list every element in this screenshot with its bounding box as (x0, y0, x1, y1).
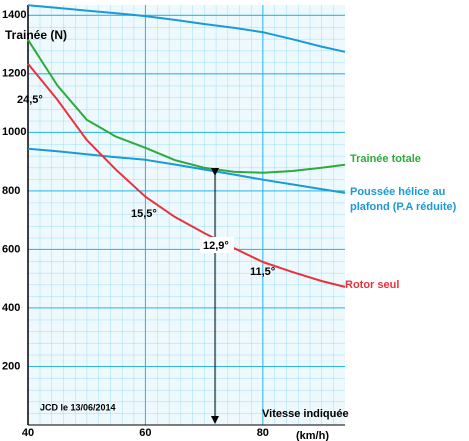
line (27, 147, 346, 194)
x-tick-label: 60 (139, 427, 151, 439)
annotation: 15,5° (131, 208, 157, 220)
y-tick-label: 1400 (2, 9, 26, 21)
series-label: Poussée hélice au plafond (P.A réduite) (350, 186, 457, 213)
annotation: 12,9° (203, 240, 229, 252)
y-tick-label: 400 (2, 302, 20, 314)
annotation: JCD le 13/06/2014 (40, 402, 116, 412)
line (27, 39, 346, 174)
x-axis-unit: (km/h) (296, 430, 329, 441)
y-tick-label: 600 (2, 243, 20, 255)
minor-grid (28, 5, 345, 425)
y-tick-label: 1200 (2, 68, 26, 80)
y-tick-label: 200 (2, 360, 20, 372)
chart-title: Trainée (N) (5, 28, 67, 42)
annotation: 24,5° (17, 94, 43, 106)
annotation-box (200, 237, 234, 253)
y-tick-label: 800 (2, 185, 20, 197)
line (27, 63, 346, 288)
series-label: Rotor seul (345, 279, 400, 291)
annotation: 11,5° (250, 266, 275, 278)
y-tick-label: 1000 (2, 126, 26, 138)
series-label: Trainée totale (350, 153, 421, 165)
line (27, 4, 346, 53)
x-axis-label: Vitesse indiquée (262, 408, 349, 420)
x-tick-label: 40 (22, 427, 34, 439)
x-tick-label: 80 (257, 427, 269, 439)
